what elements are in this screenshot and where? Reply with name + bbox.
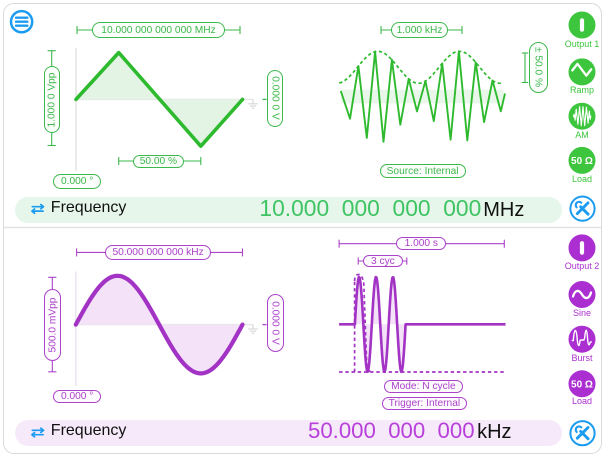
svg-text:50 Ω: 50 Ω xyxy=(571,156,593,167)
svg-text:50 Ω: 50 Ω xyxy=(571,379,593,390)
